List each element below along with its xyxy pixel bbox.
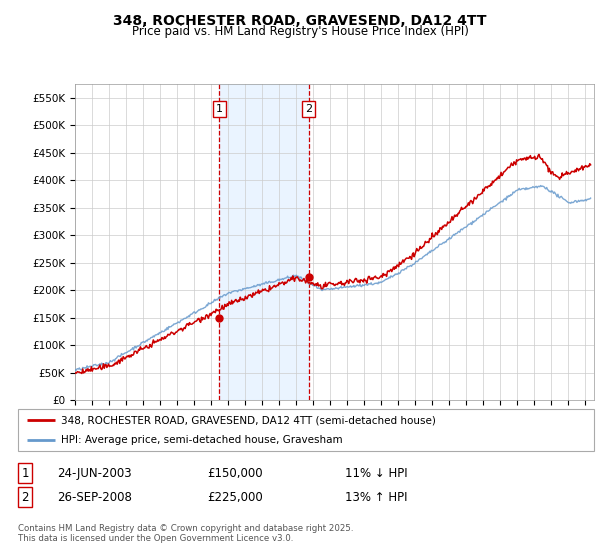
Bar	[219, 84, 309, 400]
Text: £225,000: £225,000	[207, 491, 263, 504]
Text: Contains HM Land Registry data © Crown copyright and database right 2025.
This d: Contains HM Land Registry data © Crown c…	[18, 524, 353, 543]
Text: 348, ROCHESTER ROAD, GRAVESEND, DA12 4TT (semi-detached house): 348, ROCHESTER ROAD, GRAVESEND, DA12 4TT…	[61, 415, 436, 425]
Text: 1: 1	[22, 466, 29, 480]
Text: Price paid vs. HM Land Registry's House Price Index (HPI): Price paid vs. HM Land Registry's House …	[131, 25, 469, 38]
Text: 24-JUN-2003: 24-JUN-2003	[57, 466, 131, 480]
Text: 2: 2	[22, 491, 29, 504]
Text: 11% ↓ HPI: 11% ↓ HPI	[345, 466, 407, 480]
Text: 13% ↑ HPI: 13% ↑ HPI	[345, 491, 407, 504]
Text: £150,000: £150,000	[207, 466, 263, 480]
Text: HPI: Average price, semi-detached house, Gravesham: HPI: Average price, semi-detached house,…	[61, 435, 343, 445]
Text: 348, ROCHESTER ROAD, GRAVESEND, DA12 4TT: 348, ROCHESTER ROAD, GRAVESEND, DA12 4TT	[113, 14, 487, 28]
Text: 26-SEP-2008: 26-SEP-2008	[57, 491, 132, 504]
Text: 2: 2	[305, 104, 313, 114]
Text: 1: 1	[216, 104, 223, 114]
